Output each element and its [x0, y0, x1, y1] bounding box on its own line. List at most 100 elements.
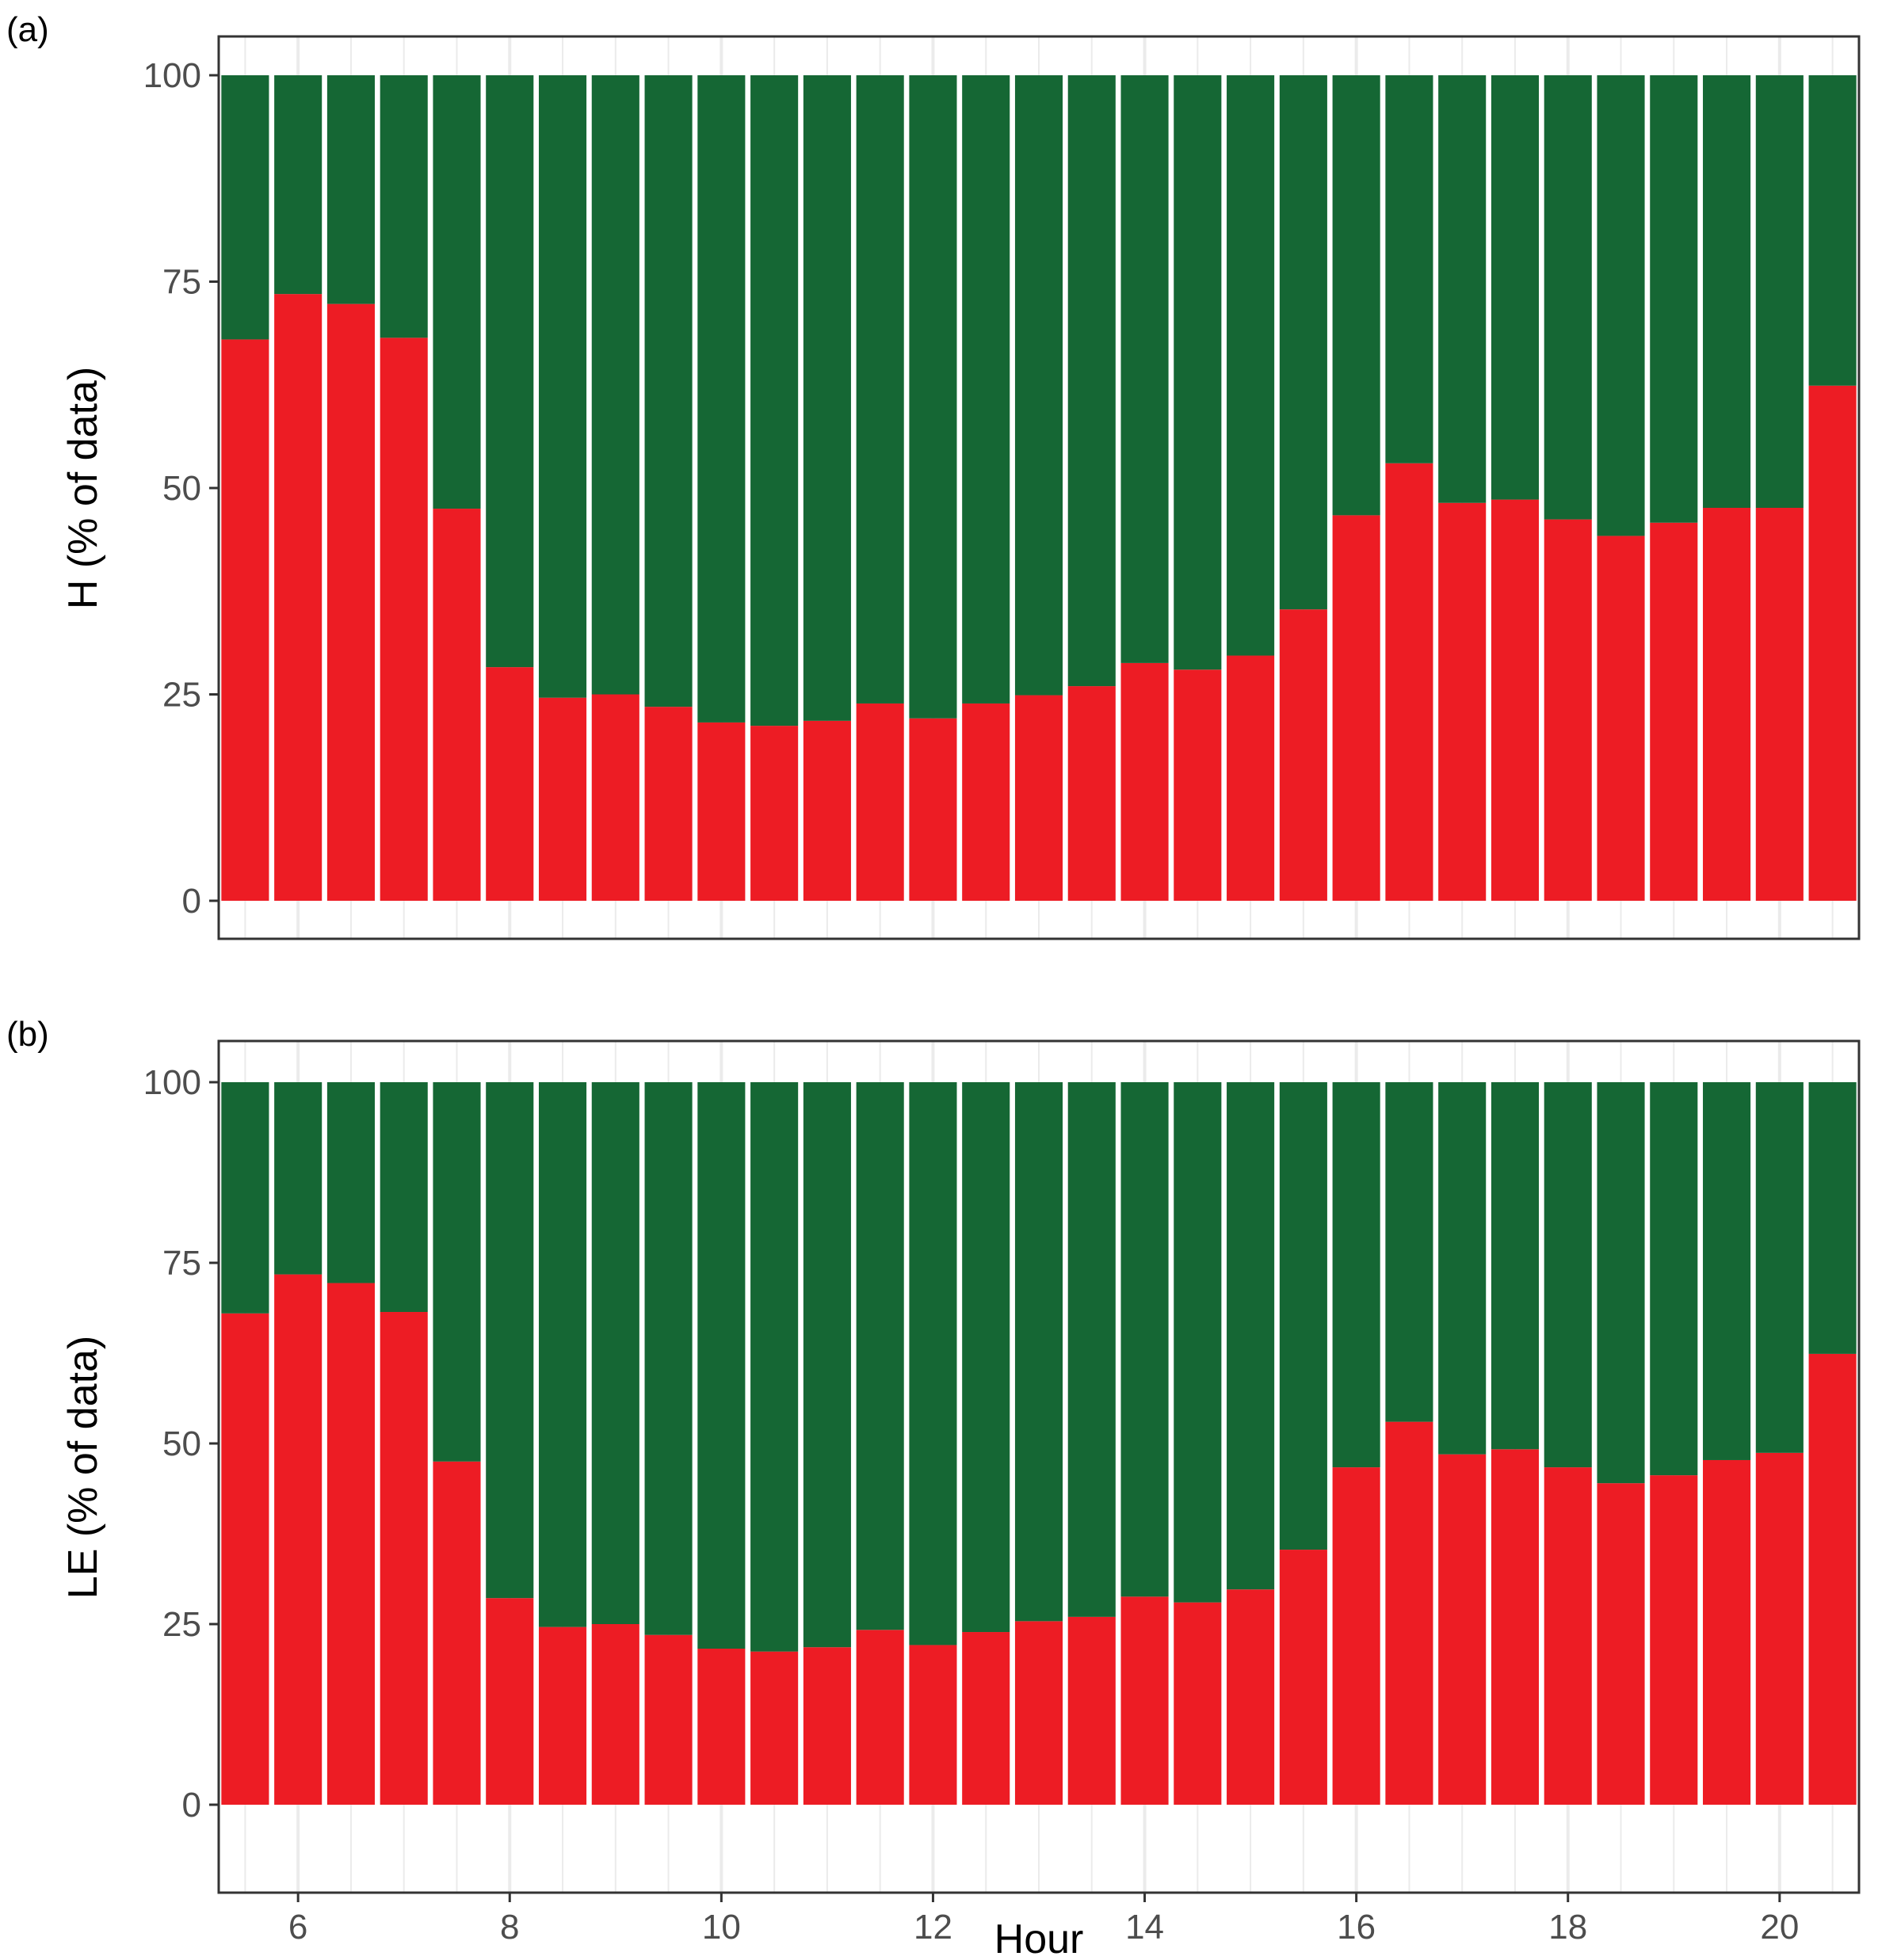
bar-segment-upper: [1227, 1082, 1275, 1590]
y-tick-label: 50: [162, 1424, 201, 1463]
bar-segment-lower: [1174, 1602, 1222, 1805]
y-tick-label: 75: [162, 1244, 201, 1283]
panel-label: (b): [6, 1015, 49, 1054]
bar-segment-upper: [538, 75, 587, 698]
y-tick-label: 75: [162, 263, 201, 302]
bar-segment-lower: [380, 1312, 428, 1805]
bar-segment-upper: [1227, 75, 1275, 656]
bar-segment-upper: [1067, 75, 1116, 687]
bar-segment-upper: [856, 75, 904, 704]
bar-segment-upper: [274, 1082, 323, 1275]
bar-segment-upper: [644, 75, 693, 707]
bar-segment-upper: [1544, 75, 1592, 520]
bar-segment-upper: [326, 1082, 375, 1283]
bar-segment-lower: [591, 1624, 639, 1805]
bar-segment-upper: [1491, 75, 1540, 500]
x-tick-label: 8: [500, 1908, 519, 1947]
panel-b: (b) 0 25 50 75 100 6 8 10 12 14 16 18 20 Hour LE (%…: [6, 1015, 1861, 1960]
bar-segment-lower: [1385, 463, 1433, 901]
bar-segment-lower: [1703, 508, 1751, 901]
bar-segment-lower: [433, 509, 481, 901]
y-tick-label: 25: [162, 676, 201, 715]
bar-segment-upper: [856, 1082, 904, 1630]
bar-segment-lower: [486, 1598, 534, 1805]
y-tick-label: 25: [162, 1605, 201, 1644]
bar-segment-upper: [221, 1082, 269, 1314]
panel-a: (a) 0 25 50 75 100 H (% of data): [6, 10, 1861, 940]
bar-segment-upper: [1650, 1082, 1698, 1476]
bar-segment-lower: [1491, 499, 1540, 901]
bar-segment-lower: [1385, 1421, 1433, 1805]
bar-segment-lower: [644, 707, 693, 901]
bar-segment-lower: [750, 1651, 799, 1805]
bar-segment-upper: [1755, 1082, 1804, 1453]
x-axis: 6 8 10 12 14 16 18 20: [288, 1893, 1799, 1947]
bar-segment-lower: [591, 694, 639, 901]
bar-segment-upper: [1120, 1082, 1169, 1597]
bar-segment-upper: [380, 75, 428, 338]
bar-segment-lower: [1174, 669, 1222, 901]
bar-segment-lower: [326, 1283, 375, 1805]
bar-segment-lower: [962, 1632, 1010, 1805]
bar-segment-lower: [856, 1630, 904, 1805]
bar-segment-lower: [1544, 1467, 1592, 1805]
x-tick-label: 6: [288, 1908, 307, 1947]
bar-segment-lower: [274, 1274, 323, 1805]
bar-segment-upper: [1385, 75, 1433, 463]
bar-segment-lower: [909, 1645, 957, 1805]
bar-segment-upper: [433, 1082, 481, 1462]
bar-segment-upper: [1174, 1082, 1222, 1603]
bar-segment-lower: [856, 703, 904, 901]
bar-segment-lower: [1703, 1459, 1751, 1805]
bar-segment-upper: [221, 75, 269, 340]
bar-segment-lower: [1438, 502, 1487, 901]
y-tick-label: 0: [182, 882, 201, 921]
bar-segment-lower: [1120, 662, 1169, 901]
bar-segment-upper: [591, 1082, 639, 1624]
bar-segment-upper: [1755, 75, 1804, 509]
bar-segment-lower: [1808, 1353, 1857, 1805]
x-axis-title: Hour: [994, 1916, 1084, 1960]
bar-segment-lower: [221, 1313, 269, 1805]
bar-segment-upper: [1332, 75, 1380, 516]
bar-segment-lower: [750, 726, 799, 901]
y-axis-title: H (% of data): [60, 367, 106, 609]
bar-segment-upper: [1491, 1082, 1540, 1450]
bar-segment-upper: [1120, 75, 1169, 663]
y-tick-label: 0: [182, 1786, 201, 1825]
bar-segment-lower: [1014, 1621, 1063, 1805]
bar-segment-upper: [486, 1082, 534, 1599]
bar-segment-lower: [1332, 515, 1380, 901]
bar-segment-upper: [803, 75, 851, 721]
bar-segment-lower: [221, 339, 269, 901]
bar-segment-upper: [538, 1082, 587, 1627]
bar-segment-upper: [274, 75, 323, 295]
bar-segment-lower: [1227, 655, 1275, 901]
bar-segment-upper: [433, 75, 481, 509]
bar-segment-lower: [1491, 1449, 1540, 1805]
bar-segment-upper: [1438, 75, 1487, 503]
bar-segment-lower: [1544, 519, 1592, 901]
bar-segment-lower: [962, 703, 1010, 901]
bar-layer: [221, 75, 1857, 902]
bar-segment-upper: [1597, 1082, 1645, 1484]
bar-segment-lower: [1597, 1483, 1645, 1805]
bar-segment-upper: [1279, 1082, 1327, 1550]
bar-segment-lower: [1597, 536, 1645, 901]
bar-segment-upper: [803, 1082, 851, 1648]
bar-segment-lower: [1120, 1596, 1169, 1805]
bar-segment-upper: [1703, 75, 1751, 509]
bar-segment-lower: [1755, 508, 1804, 901]
panel-label: (a): [6, 10, 49, 49]
bar-segment-upper: [1650, 75, 1698, 523]
bar-layer: [221, 1082, 1857, 1805]
bar-segment-upper: [697, 1082, 746, 1649]
bar-segment-lower: [1332, 1467, 1380, 1805]
bar-segment-lower: [1438, 1454, 1487, 1805]
bar-segment-lower: [1755, 1452, 1804, 1805]
bar-segment-lower: [326, 303, 375, 901]
bar-segment-upper: [1279, 75, 1327, 610]
y-tick-label: 100: [143, 56, 201, 95]
bar-segment-upper: [909, 75, 957, 719]
x-tick-label: 20: [1760, 1908, 1799, 1947]
